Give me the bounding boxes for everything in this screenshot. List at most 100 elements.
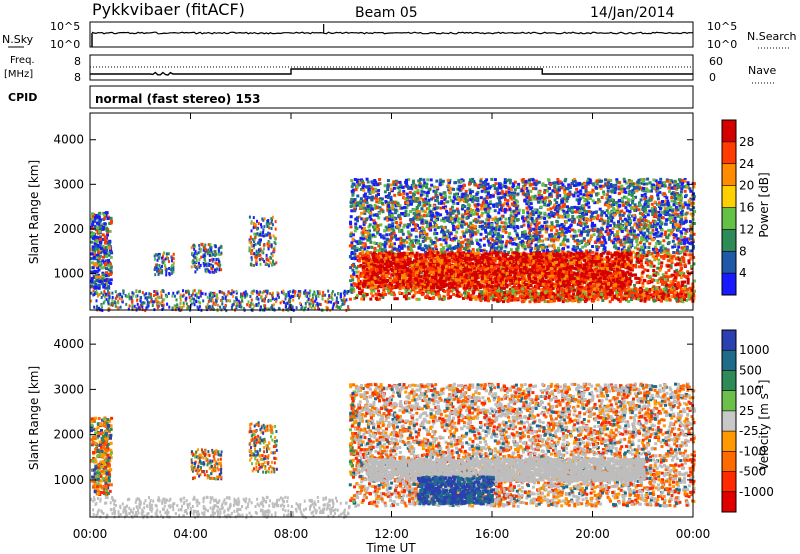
data-cell bbox=[95, 292, 98, 295]
data-cell bbox=[283, 300, 285, 304]
data-cell bbox=[503, 202, 507, 206]
data-cell bbox=[373, 228, 377, 232]
data-cell bbox=[389, 206, 393, 210]
data-cell bbox=[194, 249, 197, 253]
data-cell bbox=[457, 278, 461, 282]
data-cell bbox=[578, 198, 582, 202]
data-cell bbox=[660, 222, 664, 226]
data-cell bbox=[368, 238, 372, 242]
data-cell bbox=[365, 217, 369, 221]
data-cell bbox=[449, 217, 453, 221]
data-cell bbox=[94, 291, 97, 295]
data-cell bbox=[533, 197, 537, 201]
data-cell bbox=[635, 182, 639, 186]
data-cell bbox=[394, 267, 398, 271]
data-cell bbox=[482, 186, 486, 190]
data-cell bbox=[200, 255, 203, 259]
data-cell bbox=[638, 220, 642, 224]
data-cell bbox=[95, 307, 98, 311]
data-cell bbox=[420, 207, 424, 211]
data-cell bbox=[434, 236, 438, 240]
data-cell bbox=[408, 191, 412, 194]
data-cell bbox=[258, 254, 261, 258]
data-cell bbox=[484, 179, 487, 183]
data-cell bbox=[572, 237, 576, 241]
data-cell bbox=[452, 195, 456, 199]
data-cell bbox=[270, 245, 273, 249]
data-cell bbox=[198, 261, 200, 265]
data-cell bbox=[254, 255, 257, 259]
data-cell bbox=[633, 246, 637, 250]
data-cell bbox=[359, 246, 363, 250]
data-cell bbox=[205, 305, 208, 309]
data-cell bbox=[499, 238, 502, 241]
data-cell bbox=[568, 229, 571, 233]
data-cell bbox=[612, 199, 615, 203]
data-cell bbox=[251, 302, 254, 306]
data-cell bbox=[363, 209, 367, 213]
data-cell bbox=[402, 196, 406, 200]
data-cell bbox=[511, 242, 515, 246]
data-cell bbox=[260, 257, 263, 261]
data-cell bbox=[576, 210, 580, 214]
data-cell bbox=[362, 226, 366, 230]
data-cell bbox=[235, 305, 238, 308]
data-cell bbox=[256, 291, 259, 295]
data-cell bbox=[494, 220, 498, 224]
data-cell bbox=[210, 263, 212, 267]
data-cell bbox=[367, 236, 371, 240]
data-cell bbox=[98, 260, 102, 264]
data-cell bbox=[405, 178, 408, 182]
data-cell bbox=[476, 207, 480, 211]
data-cell bbox=[155, 299, 158, 303]
data-cell bbox=[549, 228, 553, 232]
data-cell bbox=[678, 220, 682, 224]
data-cell bbox=[154, 266, 157, 270]
data-cell bbox=[520, 239, 524, 243]
data-cell bbox=[532, 294, 536, 298]
data-cell bbox=[203, 257, 206, 261]
data-cell bbox=[342, 299, 345, 303]
data-cell bbox=[493, 246, 497, 250]
data-cell bbox=[473, 181, 477, 185]
data-cell bbox=[686, 277, 690, 281]
data-cell bbox=[166, 302, 169, 306]
data-cell bbox=[484, 200, 488, 203]
data-cell bbox=[582, 238, 586, 242]
data-cell bbox=[414, 235, 418, 239]
data-cell bbox=[199, 247, 202, 251]
data-cell bbox=[356, 183, 360, 187]
data-cell bbox=[557, 246, 560, 250]
data-cell bbox=[143, 301, 146, 305]
data-cell bbox=[526, 196, 530, 200]
data-cell bbox=[298, 296, 300, 300]
data-cell bbox=[266, 291, 269, 295]
data-cell bbox=[325, 305, 328, 309]
data-cell bbox=[391, 206, 394, 210]
data-cell bbox=[607, 216, 610, 220]
data-cell bbox=[371, 294, 375, 298]
data-cell bbox=[643, 245, 647, 249]
data-cell bbox=[161, 269, 164, 272]
data-cell bbox=[267, 219, 270, 222]
data-cell bbox=[318, 307, 321, 311]
data-cell bbox=[118, 295, 121, 299]
data-cell bbox=[387, 271, 391, 275]
data-cell bbox=[270, 226, 273, 230]
data-cell bbox=[115, 297, 118, 300]
data-cell bbox=[310, 302, 313, 306]
data-cell bbox=[603, 211, 607, 215]
data-cell bbox=[199, 250, 202, 253]
data-cell bbox=[497, 237, 501, 241]
data-cell bbox=[583, 230, 586, 234]
data-cell bbox=[452, 202, 456, 205]
data-cell bbox=[268, 241, 271, 245]
data-cell bbox=[331, 307, 334, 311]
data-cell bbox=[655, 215, 659, 219]
data-cell bbox=[656, 281, 660, 285]
data-cell bbox=[573, 239, 577, 243]
data-cell bbox=[429, 218, 433, 222]
data-cell bbox=[551, 226, 554, 230]
data-cell bbox=[107, 253, 111, 257]
data-cell bbox=[688, 286, 692, 290]
